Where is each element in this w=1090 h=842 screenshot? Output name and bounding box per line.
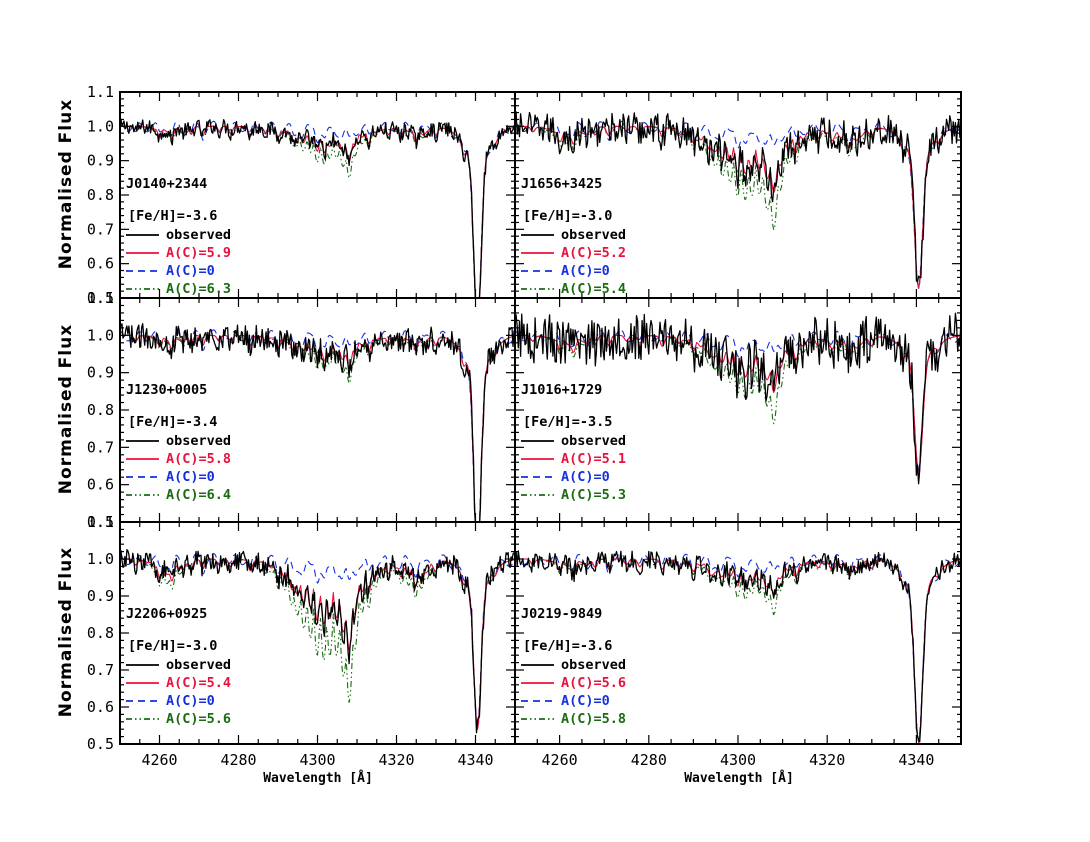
x-tick-label: 4320: [809, 751, 845, 769]
star-name: J0140+2344: [126, 176, 207, 192]
x-tick-label: 4300: [720, 751, 756, 769]
legend-entry: observed: [561, 227, 626, 243]
legend-entry: A(C)=5.9: [166, 245, 231, 261]
x-tick-label: 4340: [898, 751, 934, 769]
legend-entry: A(C)=6.4: [166, 487, 231, 503]
x-tick-label: 4320: [378, 751, 414, 769]
ac0-spectrum: [515, 120, 961, 288]
upper-limit-spectrum: [120, 558, 515, 730]
metallicity-label: [Fe/H]=-3.5: [523, 414, 612, 430]
xlabel-right: Wavelength [Å]: [684, 770, 794, 786]
legend-entry: A(C)=5.4: [561, 281, 626, 297]
y-tick-label: 1.1: [87, 513, 114, 531]
legend-entry: A(C)=5.8: [561, 711, 626, 727]
legend-entry: A(C)=5.6: [166, 711, 231, 727]
metallicity-label: [Fe/H]=-3.4: [128, 414, 217, 430]
star-name: J1016+1729: [521, 382, 602, 398]
legend-entry: A(C)=5.8: [166, 451, 231, 467]
y-tick-label: 1.0: [87, 550, 114, 568]
y-tick-label: 0.6: [87, 476, 114, 494]
panel-grid: 0.5 0.6 0.7 0.8 0.9 1.0 1.1 J0140+2344 [Fe/H]=-3…: [87, 83, 962, 769]
panel-3: 0.5 0.6 0.7 0.8 0.9 1.0 1.1 J1230+0005 [Fe/H]=-3…: [87, 289, 516, 531]
y-tick-label: 0.9: [87, 364, 114, 382]
y-tick-label: 0.7: [87, 438, 114, 456]
legend-entry: A(C)=0: [561, 693, 610, 709]
legend-entry: observed: [166, 433, 231, 449]
legend-entry: A(C)=0: [166, 263, 215, 279]
star-name: J1230+0005: [126, 382, 207, 398]
star-name: J0219-9849: [521, 606, 602, 622]
metallicity-label: [Fe/H]=-3.0: [523, 208, 612, 224]
ylabel-row-1: Normalised Flux: [56, 99, 76, 269]
y-tick-label: 0.5: [87, 513, 114, 531]
ac0-spectrum: [515, 553, 961, 742]
x-tick-label: 4340: [457, 751, 493, 769]
star-name: J1656+3425: [521, 176, 602, 192]
y-tick-label: 0.7: [87, 661, 114, 679]
y-tick-label: 0.6: [87, 698, 114, 716]
panel-5: 0.5 0.6 0.7 0.8 0.9 1.0 1.1 4260 4280 4300 4320 434…: [87, 513, 516, 769]
x-tick-label: 4300: [299, 751, 335, 769]
xlabel-left: Wavelength [Å]: [263, 770, 373, 786]
y-tick-label: 0.9: [87, 587, 114, 605]
y-tick-label: 0.8: [87, 624, 114, 642]
y-tick-label: 1.0: [87, 117, 114, 135]
observed-spectrum: [515, 312, 961, 485]
metallicity-label: [Fe/H]=-3.6: [523, 638, 612, 654]
y-tick-label: 1.0: [87, 326, 114, 344]
legend-entry: observed: [166, 227, 231, 243]
y-tick-label: 0.8: [87, 401, 114, 419]
y-tick-label: 0.8: [87, 186, 114, 204]
ylabel-row-3: Normalised Flux: [56, 547, 76, 717]
x-tick-label: 4280: [220, 751, 256, 769]
y-tick-label: 0.5: [87, 289, 114, 307]
star-name: J2206+0925: [126, 606, 207, 622]
legend-entry: A(C)=0: [166, 469, 215, 485]
legend-entry: observed: [561, 657, 626, 673]
legend-entry: observed: [166, 657, 231, 673]
metallicity-label: [Fe/H]=-3.6: [128, 208, 217, 224]
x-tick-label: 4280: [631, 751, 667, 769]
y-tick-label: 1.1: [87, 83, 114, 101]
panel-1: 0.5 0.6 0.7 0.8 0.9 1.0 1.1 J0140+2344 [Fe/H]=-3…: [87, 83, 516, 307]
legend-entry: observed: [561, 433, 626, 449]
legend-entry: A(C)=5.2: [561, 245, 626, 261]
y-tick-label: 0.9: [87, 152, 114, 170]
observed-spectrum: [515, 550, 961, 743]
observed-spectrum: [120, 549, 515, 734]
panel-6: 4260 4280 4300 4320 4340 J0219-9849 [Fe/H]=-3.…: [514, 521, 962, 769]
panel-4: J1016+1729 [Fe/H]=-3.5 observed A(C)=5.1 A(C…: [514, 297, 962, 523]
y-tick-label: 0.5: [87, 735, 114, 753]
y-tick-label: 0.7: [87, 220, 114, 238]
legend-entry: A(C)=5.3: [561, 487, 626, 503]
observed-spectrum: [120, 118, 515, 298]
legend-entry: A(C)=5.1: [561, 451, 626, 467]
legend-entry: A(C)=0: [166, 693, 215, 709]
legend-entry: A(C)=5.4: [166, 675, 231, 691]
observed-spectrum: [515, 111, 961, 283]
y-tick-label: 1.1: [87, 289, 114, 307]
y-tick-label: 0.6: [87, 255, 114, 273]
panel-2: J1656+3425 [Fe/H]=-3.0 observed A(C)=5.2 A(C…: [514, 91, 962, 299]
legend-entry: A(C)=0: [561, 469, 610, 485]
legend-entry: A(C)=6.3: [166, 281, 231, 297]
legend-entry: A(C)=0: [561, 263, 610, 279]
ylabel-row-2: Normalised Flux: [56, 324, 76, 494]
observed-spectrum: [120, 323, 515, 522]
x-tick-label: 4260: [141, 751, 177, 769]
x-tick-label: 4260: [542, 751, 578, 769]
metallicity-label: [Fe/H]=-3.0: [128, 638, 217, 654]
legend-entry: A(C)=5.6: [561, 675, 626, 691]
